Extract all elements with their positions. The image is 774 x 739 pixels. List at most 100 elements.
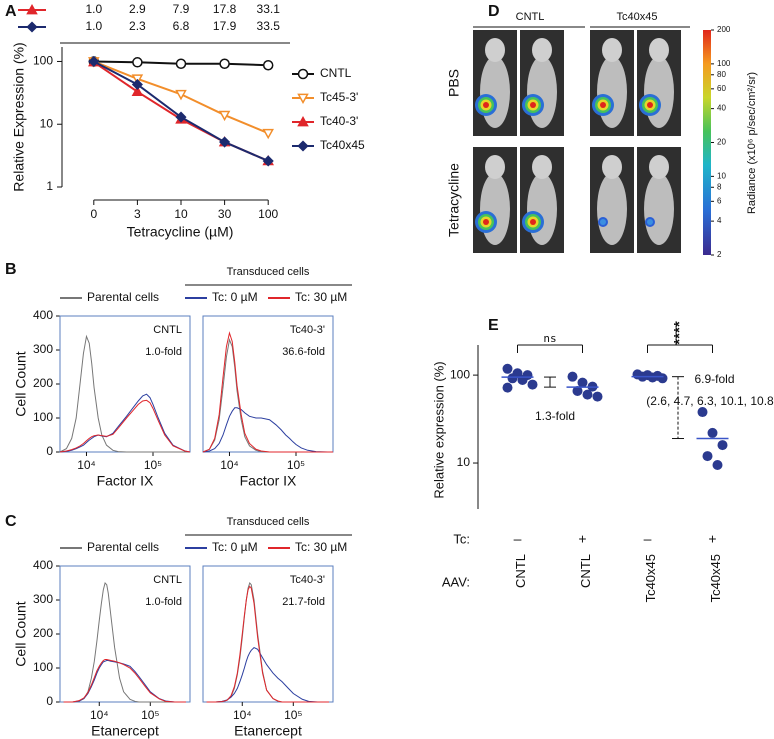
x-tick-label: 10⁴ [220,458,239,472]
histogram-line [202,407,333,453]
plot-label: Tc40-3' [290,324,325,336]
data-point [507,373,518,384]
legend-label: Tc: 30 µM [295,540,347,554]
data-point [502,363,513,374]
y-tick-label: 400 [33,558,53,572]
data-point [657,373,668,384]
mouse-head [649,38,669,62]
plot-label: CNTL [153,574,182,586]
mouse-body [527,56,557,128]
y-tick-label: 1 [46,179,53,193]
y-tick-label: 100 [33,410,53,424]
x-axis-title: Etanercept [234,723,302,739]
data-point [707,427,718,438]
legend-label: Tc40x45 [320,138,365,152]
y-tick-label: 400 [33,308,53,322]
signal-blob [530,102,536,108]
legend-label: Tc: 30 µM [295,290,347,304]
mouse-body [644,56,674,128]
mouse-body [597,56,627,128]
y-tick-label: 10 [40,116,54,130]
data-point [717,440,728,451]
data-point [132,57,143,68]
row-label: AAV: [442,574,470,589]
fold-label: 17.9 [213,19,237,33]
colorbar-tick-label: 200 [717,25,731,34]
aav-label: CNTL [578,554,593,588]
series-line [93,61,269,162]
colorbar-tick-label: 2 [717,250,722,259]
plot-label: CNTL [153,324,182,336]
fold-label: 1.0 [85,19,102,33]
data-point [175,111,187,123]
colorbar-tick-label: 8 [717,182,722,191]
mouse-head [602,155,622,179]
series-line [93,60,269,162]
signal-blob [647,219,653,225]
data-point [219,58,230,69]
x-tick-label: 10⁴ [77,458,96,472]
data-point [218,110,231,122]
x-tick-label: 30 [218,207,232,221]
panel-letter: B [5,261,17,278]
x-axis-title: Factor IX [240,473,297,489]
y-tick-label: 300 [33,342,53,356]
data-point [219,136,231,148]
table-marker [26,3,38,15]
data-point [567,371,578,382]
data-point [582,389,593,400]
fold-label: 7.9 [173,2,190,16]
x-tick-label: 10 [174,207,188,221]
fold-label: 2.9 [129,2,146,16]
significance: ns [543,332,556,345]
plot-frame [59,565,191,703]
signal-blob [483,102,489,108]
legend-label: Parental cells [87,290,159,304]
mouse-body [644,173,674,245]
row-label: PBS [446,69,462,97]
legend-marker [297,68,309,80]
x-tick-label: 10⁵ [141,708,159,722]
x-tick-label: 0 [90,207,97,221]
fold-detail: (2.6, 4.7, 6.3, 10.1, 10.8) [646,394,774,408]
legend-label: CNTL [320,66,352,80]
x-axis-title: Factor IX [97,473,154,489]
panel-letter: C [5,513,17,530]
x-tick-label: 10⁵ [144,458,162,472]
mouse-head [602,38,622,62]
x-tick-label: 10⁴ [233,708,252,722]
fold-label: 6.9-fold [694,372,734,386]
y-tick-label: 10 [457,455,471,469]
histogram-line [63,660,186,703]
fold-label: 1.0 [85,2,102,16]
significance: **** [671,321,688,345]
fold-label: 6.8 [173,19,190,33]
colorbar-tick-label: 10 [717,171,726,180]
mouse-head [485,38,505,62]
y-axis-title: Cell Count [13,601,29,666]
mouse-head [485,155,505,179]
row-label: Tc: [453,531,470,546]
data-point [262,128,274,140]
data-point [702,451,713,462]
histogram-line [59,393,191,453]
mouse-body [527,173,557,245]
data-point [527,379,538,390]
mouse-head [649,155,669,179]
column-label: Tc40x45 [617,11,658,23]
histogram-line [63,659,186,703]
fold-label: 1.0-fold [145,346,182,358]
y-tick-label: 0 [46,694,53,708]
column-label: CNTL [516,11,545,23]
legend-label: Tc40-3' [320,114,358,128]
tc-label: + [578,531,586,547]
row-label: Tetracycline [446,163,462,237]
data-point [572,385,583,396]
histogram-line [59,399,191,453]
data-point [88,55,100,68]
data-point [131,85,144,97]
y-tick-label: 100 [33,54,53,68]
tc-label: – [644,531,652,547]
mouse-body [480,56,510,128]
